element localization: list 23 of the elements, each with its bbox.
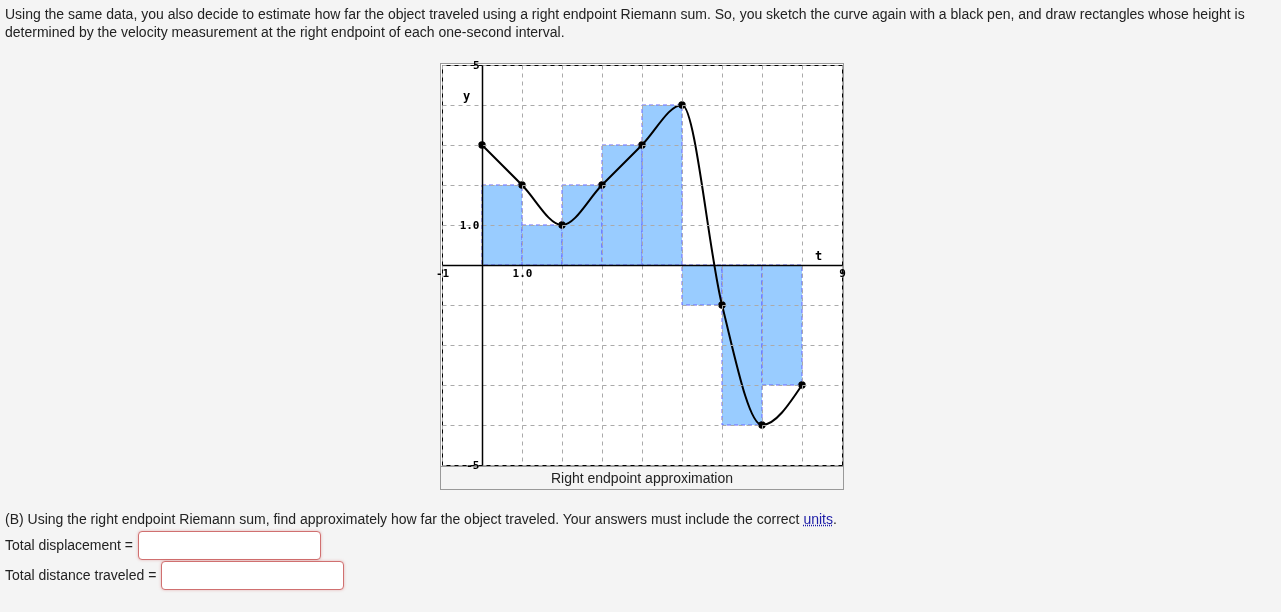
point: [638, 141, 646, 149]
point: [558, 221, 566, 229]
text: Right endpoint approximation: [550, 470, 734, 486]
point: [678, 101, 686, 109]
y-axis-title: y: [462, 88, 471, 103]
y-tick-label: 5: [472, 58, 480, 72]
point: [758, 421, 766, 429]
answer-field[interactable]: [138, 530, 322, 560]
point: [598, 181, 606, 189]
x-axis-title: t: [814, 248, 823, 263]
point: [798, 381, 806, 389]
text: (B) Using the right endpoint Riemann sum, find approximately how far the object traveled. Your answers must include the correct units.: [5, 511, 837, 528]
x-tick-label: 9: [839, 266, 846, 280]
x-tick-label: 1.0: [512, 266, 533, 280]
point: [718, 301, 726, 309]
answer-field[interactable]: [161, 560, 345, 590]
x-tick-label: -1: [435, 266, 450, 280]
text: Total displacement =: [5, 537, 134, 553]
text: Total distance traveled =: [5, 567, 157, 583]
y-tick-label: 1.0: [459, 218, 480, 232]
chart-title: Using the same data, you also decide to estimate how far the object traveled using a right endpoint Riemann sum. So, you sketch the curve again with a black pen, and draw rectangles whose height is determined by the velocity measurement at the right endpoint of each one-second interval.: [5, 5, 1246, 41]
point: [518, 181, 526, 189]
y-tick-label: -5: [466, 458, 480, 472]
